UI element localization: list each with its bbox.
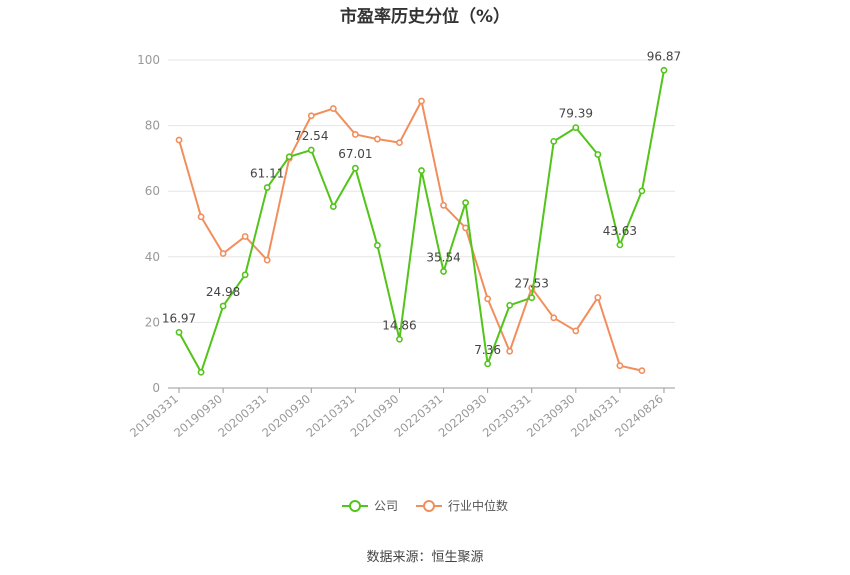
- series-1-point-18: [572, 327, 580, 335]
- data-label-6: 72.54: [294, 129, 328, 143]
- series-0-point-3: [241, 271, 249, 279]
- y-tick-label-100: 100: [137, 53, 160, 67]
- series-1-point-11: [418, 97, 425, 105]
- series-1-point-13: [462, 224, 469, 232]
- data-label-0: 16.97: [162, 311, 196, 325]
- series-0-point-11: [418, 167, 425, 174]
- data-label-8: 67.01: [338, 147, 372, 161]
- data-label-22: 96.87: [647, 49, 681, 63]
- legend-swatch-industry-median: [416, 499, 442, 513]
- y-tick-label-40: 40: [145, 250, 160, 264]
- series-0-point-20: [616, 241, 624, 249]
- series-0-point-9: [374, 241, 381, 249]
- series-0-point-5: [285, 153, 293, 161]
- series-1-point-10: [396, 139, 403, 147]
- series-1-point-0: [175, 136, 183, 144]
- series-1-point-15: [506, 347, 514, 355]
- series-0-point-19: [594, 151, 602, 158]
- legend-label-company: 公司: [373, 499, 398, 513]
- legend-swatch-company: [341, 499, 368, 513]
- series-1-point-3: [241, 233, 249, 240]
- series-0-point-17: [550, 137, 558, 145]
- legend-label-industry-median: 行业中位数: [448, 499, 509, 513]
- data-label-4: 61.11: [250, 167, 284, 181]
- y-tick-label-0: 0: [152, 381, 160, 395]
- series-1-point-12: [440, 201, 447, 209]
- legend-item-industry-median[interactable]: 行业中位数: [416, 497, 508, 514]
- series-0-point-2: [219, 302, 227, 310]
- data-label-14: 7.36: [474, 343, 501, 357]
- series-0-point-1: [197, 368, 205, 376]
- legend: 公司 行业中位数: [0, 497, 850, 514]
- label-layer: 16.97 24.98 61.11 72.54 67.01 14.86 35.54 7.36 2…: [162, 49, 681, 357]
- series-1-point-4: [263, 256, 271, 264]
- data-label-10: 14.86: [382, 318, 416, 332]
- series-layer: [175, 66, 668, 376]
- chart-title: 市盈率历史分位（%）: [339, 7, 511, 27]
- data-label-20: 43.63: [603, 224, 637, 238]
- y-tick-label-80: 80: [145, 119, 160, 133]
- series-0-point-13: [462, 199, 469, 207]
- series-1-point-7: [329, 105, 337, 112]
- series-1-point-8: [351, 131, 359, 138]
- legend-item-company[interactable]: 公司: [341, 497, 398, 514]
- series-1-point-17: [550, 314, 558, 322]
- series-1-point-20: [616, 362, 624, 370]
- series-1-point-6: [307, 112, 315, 120]
- data-label-18: 79.39: [559, 107, 593, 121]
- series-1-point-21: [638, 367, 646, 375]
- y-tick-label-60: 60: [145, 184, 160, 198]
- data-label-2: 24.98: [206, 285, 240, 299]
- series-0-point-15: [506, 301, 514, 309]
- data-source: 数据来源：恒生聚源: [366, 550, 484, 565]
- series-0-point-10: [396, 335, 403, 343]
- grid-layer: [168, 59, 675, 323]
- series-1-point-2: [219, 250, 227, 257]
- data-label-16: 27.53: [515, 277, 549, 291]
- series-0-point-0: [175, 328, 183, 336]
- series-0-point-8: [351, 164, 359, 172]
- series-0-point-16: [528, 294, 536, 302]
- series-0-point-12: [440, 268, 447, 275]
- series-1-point-14: [484, 295, 492, 303]
- series-0-point-18: [572, 124, 580, 132]
- series-0-point-21: [638, 187, 646, 195]
- series-0-point-22: [660, 66, 668, 74]
- data-label-12: 35.54: [426, 250, 460, 264]
- series-0-point-7: [329, 203, 337, 211]
- y-tick-label-20: 20: [145, 315, 160, 329]
- series-0-point-14: [484, 360, 492, 368]
- series-1-point-9: [374, 135, 381, 143]
- series-1-point-19: [594, 294, 602, 301]
- x-tick-label-20240826: 20240826: [612, 392, 666, 440]
- series-0-point-6: [307, 146, 315, 154]
- series-line-1: [178, 100, 643, 372]
- series-1-point-1: [197, 213, 205, 221]
- series-0-point-4: [263, 184, 271, 191]
